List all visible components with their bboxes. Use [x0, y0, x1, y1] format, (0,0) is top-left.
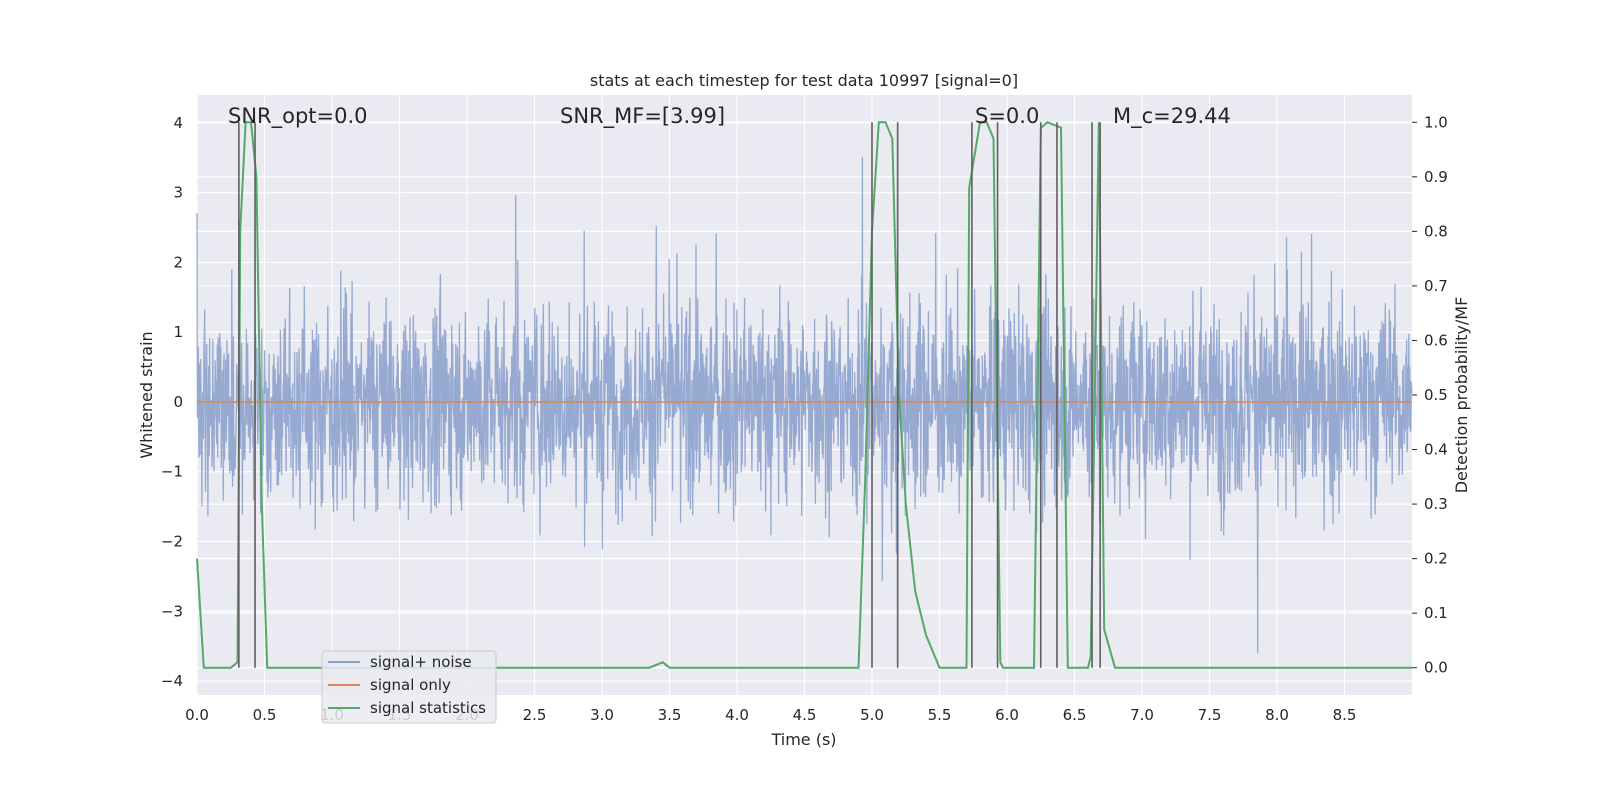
x-tick-label: 8.5	[1333, 706, 1357, 724]
legend-label-stats: signal statistics	[370, 699, 486, 717]
y-tick-label: 1	[173, 323, 183, 341]
y-tick-label: 2	[173, 253, 183, 271]
y-right-tick-label: 0.0	[1424, 659, 1448, 677]
y-tick-label: −4	[161, 672, 183, 690]
y-right-tick-label: 0.8	[1424, 222, 1448, 240]
x-tick-label: 3.5	[658, 706, 682, 724]
y-right-tick-label: 0.3	[1424, 495, 1448, 513]
x-tick-label: 4.5	[793, 706, 817, 724]
y-tick-label: −2	[161, 533, 183, 551]
marker-lines	[238, 122, 1101, 668]
x-tick-label: 4.0	[725, 706, 749, 724]
x-tick-label: 6.0	[995, 706, 1019, 724]
y-right-tick-label: 0.2	[1424, 550, 1448, 568]
x-tick-label: 8.0	[1265, 706, 1289, 724]
annotation-mc: M_c=29.44	[1113, 104, 1231, 129]
x-tick-label: 3.0	[590, 706, 614, 724]
y-right-tick-label: 0.6	[1424, 331, 1448, 349]
y-tick-label: −1	[161, 463, 183, 481]
x-tick-label: 5.5	[928, 706, 952, 724]
y-tick-label: 3	[173, 184, 183, 202]
y-right-tick-label: 0.4	[1424, 441, 1448, 459]
annotation-snr-opt: SNR_opt=0.0	[228, 104, 368, 129]
annotations: SNR_opt=0.0 SNR_MF=[3.99] S=0.0 M_c=29.4…	[228, 104, 1231, 129]
x-tick-label: 2.5	[523, 706, 547, 724]
x-tick-label: 7.5	[1198, 706, 1222, 724]
y-right-tick-label: 1.0	[1424, 113, 1448, 131]
annotation-s: S=0.0	[975, 104, 1039, 128]
noise-line	[196, 156, 1413, 654]
legend-box	[321, 650, 497, 724]
x-tick-label: 0.0	[185, 706, 209, 724]
x-tick-label: 6.5	[1063, 706, 1087, 724]
y-right-tick-label: 0.5	[1424, 386, 1448, 404]
x-tick-label: 5.0	[860, 706, 884, 724]
x-tick-label: 0.5	[253, 706, 277, 724]
noise-series	[196, 156, 1413, 654]
x-axis-label: Time (s)	[770, 730, 836, 749]
legend-label-noise: signal+ noise	[370, 653, 472, 671]
y-tick-labels: −4 −3 −2 −1 0 1 2 3 4	[161, 114, 183, 690]
y-right-tick-label: 0.1	[1424, 604, 1448, 622]
y-right-axis-label: Detection probability/MF	[1452, 297, 1471, 494]
y-tick-label: 0	[173, 393, 183, 411]
annotation-snr-mf: SNR_MF=[3.99]	[560, 104, 725, 129]
chart-title: stats at each timestep for test data 109…	[590, 71, 1018, 90]
y-tick-label: 4	[173, 114, 183, 132]
legend-label-signal: signal only	[370, 676, 451, 694]
y-axis-label: Whitened strain	[137, 331, 156, 458]
signal-statistics-line	[196, 121, 1412, 669]
line-series	[196, 121, 1412, 669]
y-tick-label: −3	[161, 602, 183, 620]
y-right-tick-labels: 0.0 0.1 0.2 0.3 0.4 0.5 0.6 0.7 0.8 0.9 1.0	[1412, 113, 1448, 677]
y-right-tick-label: 0.7	[1424, 277, 1448, 295]
legend: signal+ noise signal only signal statist…	[321, 650, 497, 724]
x-tick-label: 7.0	[1130, 706, 1154, 724]
y-right-tick-label: 0.9	[1424, 168, 1448, 186]
